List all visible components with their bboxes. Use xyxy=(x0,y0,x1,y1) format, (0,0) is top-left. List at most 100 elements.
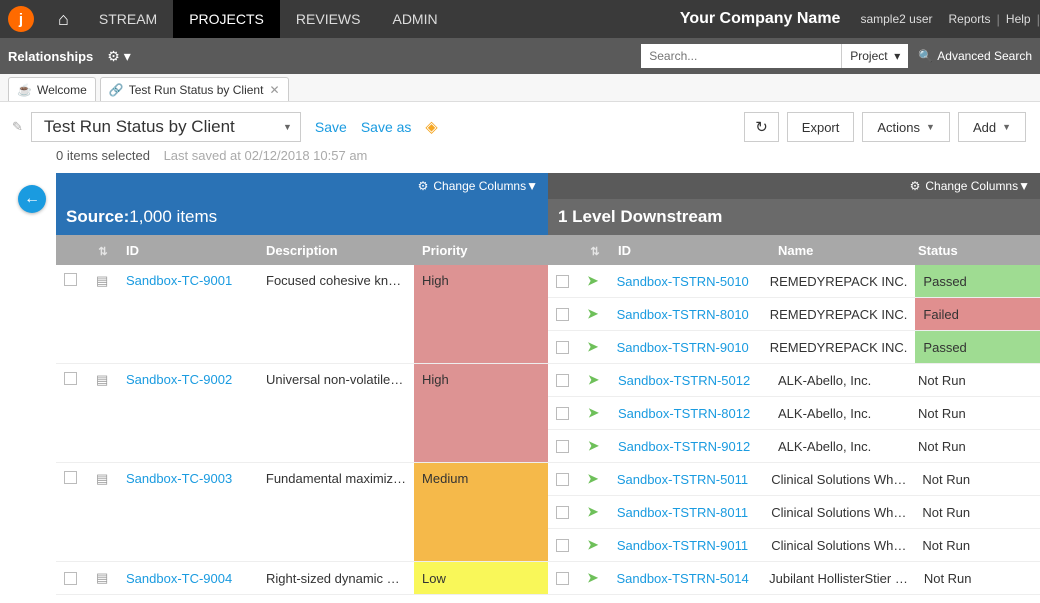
name-text: ALK-Abello, Inc. xyxy=(778,373,871,388)
divider: | xyxy=(1037,12,1040,27)
id-link[interactable]: Sandbox-TSTRN-5011 xyxy=(617,472,748,487)
id-link[interactable]: Sandbox-TSTRN-9010 xyxy=(617,340,749,355)
id-link[interactable]: Sandbox-TSTRN-8011 xyxy=(617,505,748,520)
second-bar: Relationships ⚙ ▾ Project ▾ 🔍Advanced Se… xyxy=(0,38,1040,74)
change-columns-button[interactable]: ⚙Change Columns ▼ xyxy=(418,179,538,193)
name-text: Clinical Solutions Wh… xyxy=(771,505,906,520)
status-header[interactable]: Status xyxy=(910,243,1040,258)
status-line: 0 items selected Last saved at 02/12/201… xyxy=(0,148,1040,173)
row-checkbox[interactable] xyxy=(64,372,77,385)
id-link[interactable]: Sandbox-TSTRN-9011 xyxy=(617,538,748,553)
row-checkbox[interactable] xyxy=(556,440,569,453)
name-text: REMEDYREPACK INC. xyxy=(770,274,908,289)
id-link[interactable]: Sandbox-TSTRN-5012 xyxy=(618,373,750,388)
save-link[interactable]: Save xyxy=(315,119,347,135)
description-text: Universal non-volatile… xyxy=(266,372,403,387)
user-label[interactable]: sample2 user xyxy=(860,12,932,26)
save-as-link[interactable]: Save as xyxy=(361,119,412,135)
id-link[interactable]: Sandbox-TSTRN-5010 xyxy=(617,274,749,289)
document-icon: ▤ xyxy=(96,273,108,289)
reports-link[interactable]: Reports xyxy=(949,12,991,26)
run-icon: ➤ xyxy=(587,273,598,289)
actions-button[interactable]: Actions▼ xyxy=(862,112,950,142)
add-button[interactable]: Add▼ xyxy=(958,112,1026,142)
table-row: ➤ Sandbox-TSTRN-5010 REMEDYREPACK INC. Pass… xyxy=(548,265,1040,298)
row-checkbox[interactable] xyxy=(556,275,569,288)
run-icon: ➤ xyxy=(587,504,598,520)
close-icon[interactable]: ✕ xyxy=(269,83,279,97)
gear-icon[interactable]: ⚙ ▾ xyxy=(107,48,130,65)
priority-header[interactable]: Priority xyxy=(414,243,548,258)
row-checkbox[interactable] xyxy=(556,539,569,552)
row-checkbox[interactable] xyxy=(64,273,77,286)
help-link[interactable]: Help xyxy=(1006,12,1031,26)
status-cell: Not Run xyxy=(910,397,1040,429)
sort-col[interactable]: ⇅ xyxy=(88,243,118,258)
search-input[interactable] xyxy=(641,44,841,68)
status-cell: Not Run xyxy=(914,529,1040,561)
run-icon: ➤ xyxy=(587,339,598,355)
nav-item-admin[interactable]: ADMIN xyxy=(376,0,453,38)
run-icon: ➤ xyxy=(588,405,599,421)
refresh-button[interactable]: ↻ xyxy=(744,112,779,142)
nav-item-reviews[interactable]: REVIEWS xyxy=(280,0,377,38)
source-panel: ⚙Change Columns ▼ Source: 1,000 items ⇅ … xyxy=(56,173,548,595)
description-text: Fundamental maximiz… xyxy=(266,471,406,486)
row-checkbox[interactable] xyxy=(556,374,569,387)
tab-1[interactable]: 🔗Test Run Status by Client✕ xyxy=(100,77,289,101)
change-columns-button[interactable]: ⚙Change Columns ▼ xyxy=(910,179,1030,193)
logo[interactable]: j xyxy=(8,6,34,32)
top-nav: j ⌂ STREAMPROJECTSREVIEWSADMIN Your Comp… xyxy=(0,0,1040,38)
nav-item-projects[interactable]: PROJECTS xyxy=(173,0,280,38)
id-link[interactable]: Sandbox-TC-9004 xyxy=(126,571,232,586)
id-link[interactable]: Sandbox-TSTRN-9012 xyxy=(618,439,750,454)
status-cell: Failed xyxy=(915,298,1040,330)
table-row: ▤Sandbox-TC-9001Focused cohesive kn…High xyxy=(56,265,548,364)
search-scope-dropdown[interactable]: Project ▾ xyxy=(841,44,908,68)
row-checkbox[interactable] xyxy=(556,308,569,321)
name-header[interactable]: Name xyxy=(770,243,910,258)
last-saved: Last saved at 02/12/2018 10:57 am xyxy=(164,148,368,163)
name-text: ALK-Abello, Inc. xyxy=(778,439,871,454)
export-button[interactable]: Export xyxy=(787,112,855,142)
company-name: Your Company Name xyxy=(680,10,841,28)
edit-icon[interactable]: ✎ xyxy=(12,119,23,135)
id-link[interactable]: Sandbox-TSTRN-8012 xyxy=(618,406,750,421)
items-selected: 0 items selected xyxy=(56,148,150,163)
id-header[interactable]: ID xyxy=(118,243,258,258)
tab-0[interactable]: ☕Welcome xyxy=(8,77,96,101)
row-checkbox[interactable] xyxy=(556,473,569,486)
grid-header: ⇅ ID Name Status xyxy=(548,235,1040,265)
status-cell: Passed xyxy=(915,331,1040,363)
id-link[interactable]: Sandbox-TSTRN-5014 xyxy=(616,571,748,586)
tab-strip: ☕Welcome🔗Test Run Status by Client✕ xyxy=(0,74,1040,102)
row-checkbox[interactable] xyxy=(556,506,569,519)
row-checkbox[interactable] xyxy=(556,407,569,420)
advanced-search-link[interactable]: 🔍Advanced Search xyxy=(918,49,1032,63)
bookmark-icon[interactable]: ◈ xyxy=(425,117,437,137)
status-cell: Passed xyxy=(915,265,1040,297)
id-header[interactable]: ID xyxy=(610,243,770,258)
nav-item-stream[interactable]: STREAM xyxy=(83,0,173,38)
row-checkbox[interactable] xyxy=(64,471,77,484)
row-checkbox[interactable] xyxy=(64,572,77,585)
home-icon[interactable]: ⌂ xyxy=(58,9,69,30)
id-link[interactable]: Sandbox-TC-9003 xyxy=(126,471,232,486)
description-header[interactable]: Description xyxy=(258,243,414,258)
table-row: ▤Sandbox-TC-9003Fundamental maximiz…Medi… xyxy=(56,463,548,562)
name-text: Clinical Solutions Wh… xyxy=(771,472,906,487)
id-link[interactable]: Sandbox-TC-9001 xyxy=(126,273,232,288)
grid-header: ⇅ ID Description Priority xyxy=(56,235,548,265)
row-checkbox[interactable] xyxy=(556,572,569,585)
id-link[interactable]: Sandbox-TC-9002 xyxy=(126,372,232,387)
sort-col[interactable]: ⇅ xyxy=(580,243,610,258)
title-dropdown[interactable]: Test Run Status by Client xyxy=(31,112,301,142)
relationships-label[interactable]: Relationships xyxy=(8,49,93,64)
back-button[interactable]: ← xyxy=(18,185,46,213)
row-checkbox[interactable] xyxy=(556,341,569,354)
description-text: Focused cohesive kn… xyxy=(266,273,401,288)
gear-icon: ⚙ xyxy=(418,179,429,193)
table-row: ➤Sandbox-TSTRN-8010REMEDYREPACK INC.Fail… xyxy=(548,298,1040,331)
name-text: REMEDYREPACK INC. xyxy=(770,340,908,355)
id-link[interactable]: Sandbox-TSTRN-8010 xyxy=(617,307,749,322)
